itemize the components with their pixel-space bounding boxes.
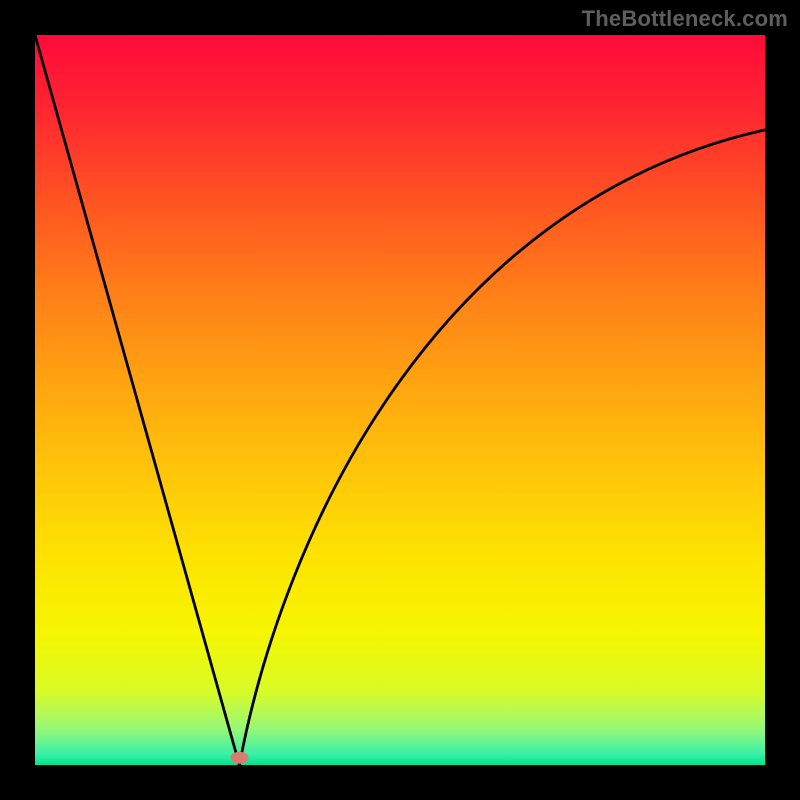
plot-background <box>35 35 765 765</box>
optimal-point-marker <box>230 752 248 764</box>
watermark-text: TheBottleneck.com <box>582 6 788 32</box>
chart-container: TheBottleneck.com <box>0 0 800 800</box>
bottleneck-curve-chart <box>0 0 800 800</box>
